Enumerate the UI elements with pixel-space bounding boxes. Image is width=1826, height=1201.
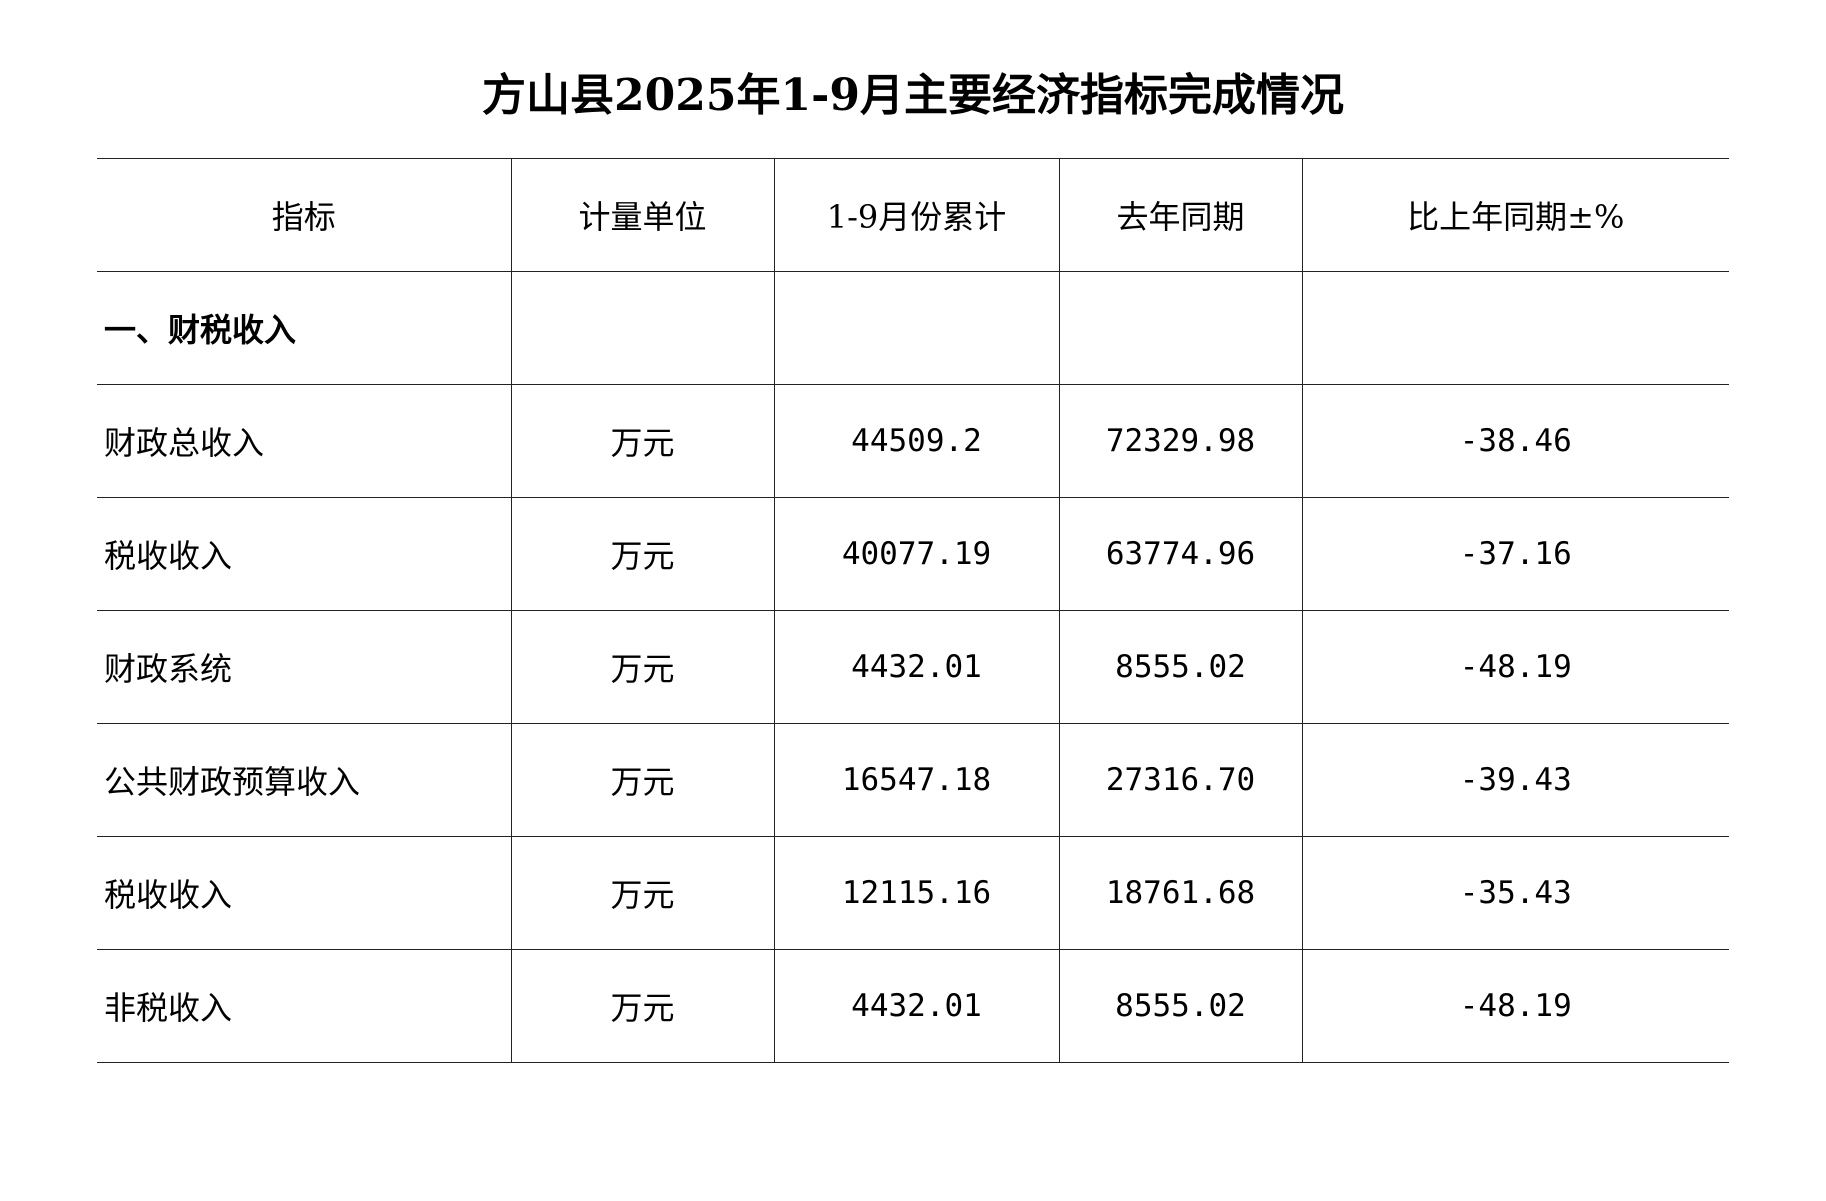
empty-cell — [1301, 271, 1729, 385]
table-row: 财政系统 万元 4432.01 8555.02 -48.19 — [97, 610, 1729, 724]
table-row: 公共财政预算收入 万元 16547.18 27316.70 -39.43 — [97, 723, 1729, 837]
empty-cell — [1058, 271, 1303, 385]
section-title: 一、财税收入 — [97, 271, 512, 385]
table-header-row: 指标 计量单位 1-9月份累计 去年同期 比上年同期±% — [97, 158, 1729, 272]
header-unit: 计量单位 — [510, 158, 775, 272]
indicator-name: 税收收入 — [97, 497, 512, 611]
cumulative-cell: 4432.01 — [773, 610, 1060, 724]
cumulative-cell: 40077.19 — [773, 497, 1060, 611]
unit-cell: 万元 — [510, 836, 775, 950]
unit-cell: 万元 — [510, 610, 775, 724]
last-year-cell: 27316.70 — [1058, 723, 1303, 837]
last-year-cell: 18761.68 — [1058, 836, 1303, 950]
header-change: 比上年同期±% — [1301, 158, 1729, 272]
indicator-table: 指标 计量单位 1-9月份累计 去年同期 比上年同期±% 一、财税收入 财政总收… — [97, 158, 1729, 1063]
indicator-name: 税收收入 — [97, 836, 512, 950]
cumulative-cell: 16547.18 — [773, 723, 1060, 837]
empty-cell — [510, 271, 775, 385]
unit-cell: 万元 — [510, 384, 775, 498]
last-year-cell: 8555.02 — [1058, 610, 1303, 724]
page-title: 方山县2025年1-9月主要经济指标完成情况 — [482, 70, 1344, 121]
section-row: 一、财税收入 — [97, 271, 1729, 385]
indicator-name: 非税收入 — [97, 949, 512, 1063]
table-row: 非税收入 万元 4432.01 8555.02 -48.19 — [97, 949, 1729, 1063]
change-cell: -37.16 — [1301, 497, 1729, 611]
last-year-cell: 63774.96 — [1058, 497, 1303, 611]
empty-cell — [773, 271, 1060, 385]
last-year-cell: 8555.02 — [1058, 949, 1303, 1063]
change-cell: -38.46 — [1301, 384, 1729, 498]
change-cell: -48.19 — [1301, 949, 1729, 1063]
change-cell: -48.19 — [1301, 610, 1729, 724]
change-cell: -35.43 — [1301, 836, 1729, 950]
header-cumulative: 1-9月份累计 — [773, 158, 1060, 272]
cumulative-cell: 12115.16 — [773, 836, 1060, 950]
indicator-name: 公共财政预算收入 — [97, 723, 512, 837]
indicator-name: 财政总收入 — [97, 384, 512, 498]
last-year-cell: 72329.98 — [1058, 384, 1303, 498]
table-row: 税收收入 万元 12115.16 18761.68 -35.43 — [97, 836, 1729, 950]
cumulative-cell: 4432.01 — [773, 949, 1060, 1063]
cumulative-cell: 44509.2 — [773, 384, 1060, 498]
header-indicator: 指标 — [97, 158, 512, 272]
table-row: 财政总收入 万元 44509.2 72329.98 -38.46 — [97, 384, 1729, 498]
table-row: 税收收入 万元 40077.19 63774.96 -37.16 — [97, 497, 1729, 611]
unit-cell: 万元 — [510, 497, 775, 611]
unit-cell: 万元 — [510, 949, 775, 1063]
unit-cell: 万元 — [510, 723, 775, 837]
header-last-year: 去年同期 — [1058, 158, 1303, 272]
indicator-name: 财政系统 — [97, 610, 512, 724]
change-cell: -39.43 — [1301, 723, 1729, 837]
